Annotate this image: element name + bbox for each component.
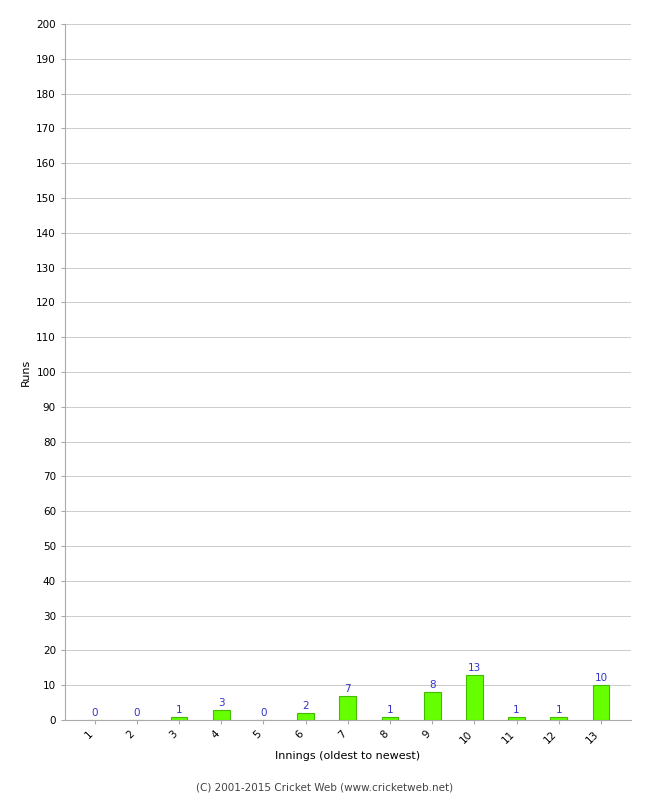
- Text: (C) 2001-2015 Cricket Web (www.cricketweb.net): (C) 2001-2015 Cricket Web (www.cricketwe…: [196, 782, 454, 792]
- Text: 1: 1: [176, 705, 182, 714]
- Text: 2: 2: [302, 702, 309, 711]
- X-axis label: Innings (oldest to newest): Innings (oldest to newest): [275, 751, 421, 761]
- Bar: [508, 717, 525, 720]
- Text: 3: 3: [218, 698, 224, 708]
- Bar: [382, 717, 398, 720]
- Bar: [339, 696, 356, 720]
- Text: 8: 8: [429, 681, 436, 690]
- Bar: [593, 685, 610, 720]
- Bar: [213, 710, 229, 720]
- Bar: [551, 717, 567, 720]
- Text: 7: 7: [344, 684, 351, 694]
- Y-axis label: Runs: Runs: [21, 358, 31, 386]
- Text: 1: 1: [556, 705, 562, 714]
- Text: 1: 1: [514, 705, 520, 714]
- Text: 10: 10: [594, 674, 608, 683]
- Bar: [170, 717, 187, 720]
- Text: 0: 0: [133, 708, 140, 718]
- Bar: [466, 674, 483, 720]
- Bar: [424, 692, 441, 720]
- Text: 1: 1: [387, 705, 393, 714]
- Text: 0: 0: [260, 708, 266, 718]
- Text: 0: 0: [91, 708, 98, 718]
- Text: 13: 13: [468, 663, 481, 673]
- Bar: [297, 713, 314, 720]
